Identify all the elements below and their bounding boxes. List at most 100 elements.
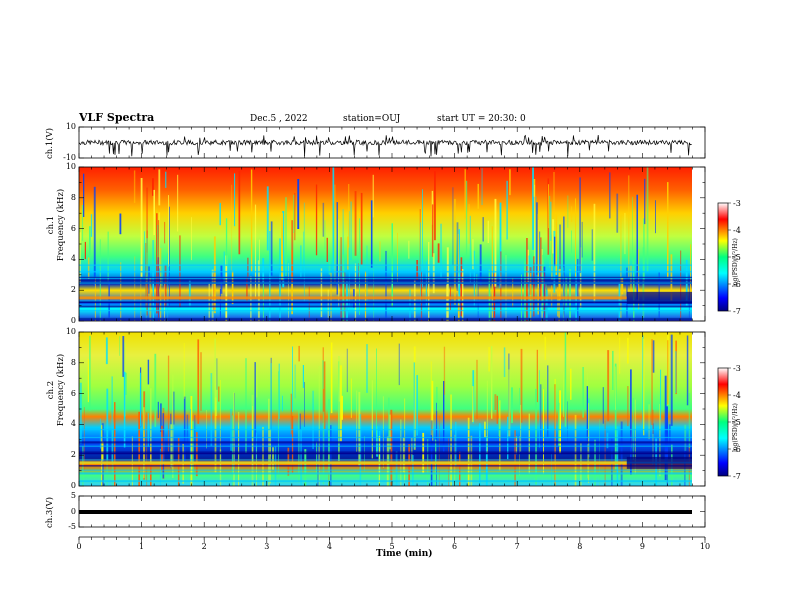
spectrogram-streak xyxy=(231,184,233,271)
spectrogram-streak xyxy=(89,335,91,411)
spectrogram-streak xyxy=(652,434,654,465)
spectrogram-streak xyxy=(410,438,413,462)
spectrogram-streak xyxy=(402,437,405,473)
spectrogram-streak xyxy=(164,221,166,244)
colorbar-tick-label: -5 xyxy=(733,418,741,427)
spectrogram-streak xyxy=(494,394,497,410)
spectrogram-streak xyxy=(140,258,142,321)
spectrogram-streak xyxy=(565,277,568,307)
spectrogram-streak xyxy=(262,258,265,284)
spectrogram-streak xyxy=(619,337,621,374)
spectrogram-streak xyxy=(257,260,259,321)
spectrogram-streak xyxy=(234,173,236,227)
y-tick-label: 0 xyxy=(70,481,76,490)
spectrogram-streak xyxy=(194,415,196,438)
spectrogram-streak xyxy=(338,219,340,308)
spectrogram-streak xyxy=(526,238,528,321)
colorbar-2 xyxy=(717,367,729,477)
spectrogram-streak xyxy=(270,221,273,276)
spectrogram-streak xyxy=(532,167,534,250)
spectrogram-streak xyxy=(520,404,522,452)
spectrogram-streak xyxy=(183,343,185,399)
spectrogram-streak xyxy=(455,421,457,467)
spectrogram-streak xyxy=(416,375,418,436)
y-tick-label: -10 xyxy=(63,153,76,162)
spectrogram-streak xyxy=(609,172,611,219)
spectrogram-streak xyxy=(379,241,381,262)
spectrogram-streak xyxy=(168,195,169,267)
spectrogram-streak xyxy=(300,245,302,279)
spectrogram-streak xyxy=(482,217,484,242)
spectrogram-streak xyxy=(99,239,101,321)
x-tick-label: 4 xyxy=(326,542,332,551)
spectrogram-streak xyxy=(477,183,479,209)
spectrogram-streak xyxy=(644,178,646,225)
spectrogram-streak xyxy=(472,239,474,270)
spectrogram-streak xyxy=(472,386,474,423)
spectrogram-streak xyxy=(291,416,294,473)
spectrogram-streak xyxy=(416,260,419,281)
spectrogram-streak xyxy=(270,440,271,457)
spectrogram-streak xyxy=(231,415,233,486)
spectrogram-streak xyxy=(575,265,578,321)
spectrogram-streak xyxy=(107,231,109,282)
colorbar-tick-label: -4 xyxy=(733,391,741,400)
spectrogram-streak xyxy=(304,449,307,486)
spectrogram-streak xyxy=(327,289,329,321)
spectrogram-streak xyxy=(152,178,154,196)
spectrogram-streak xyxy=(528,413,530,474)
spectrogram-streak xyxy=(541,249,543,321)
spectrogram-streak xyxy=(246,278,248,303)
spectrogram-streak xyxy=(468,428,470,486)
spectrogram-streak xyxy=(269,429,271,484)
spectrogram-streak xyxy=(225,218,228,267)
spectrogram-streak xyxy=(270,363,272,430)
spectrogram-streak xyxy=(511,387,513,423)
spectrogram-streak xyxy=(101,441,104,461)
spectrogram-streak xyxy=(308,286,310,321)
spectrogram-streak xyxy=(534,184,536,263)
spectrogram-streak xyxy=(446,247,449,321)
spectrogram-streak xyxy=(146,412,148,486)
ch1-spectrogram-streaks xyxy=(79,167,692,321)
y-tick-label: 10 xyxy=(65,327,76,336)
y-tick-label: 8 xyxy=(70,357,76,367)
spectrogram-streak xyxy=(157,224,159,261)
spectrogram-streak xyxy=(111,430,114,486)
spectrogram-streak xyxy=(231,270,234,305)
spectrogram-streak xyxy=(627,337,629,364)
spectrogram-streak xyxy=(570,368,572,400)
spectrogram-streak xyxy=(413,279,416,321)
y-tick-label: 10 xyxy=(65,122,76,131)
spectrogram-streak xyxy=(436,386,438,409)
spectrogram-streak xyxy=(288,263,289,321)
spectrogram-streak xyxy=(616,193,619,233)
spectrogram-band xyxy=(79,276,692,278)
spectrogram-streak xyxy=(164,264,167,307)
spectrogram-streak xyxy=(252,406,254,466)
spectrogram-streak xyxy=(425,261,427,310)
colorbar-tick-label: -7 xyxy=(733,472,741,481)
spectrogram-streak xyxy=(593,203,596,303)
spectrogram-band xyxy=(79,465,692,467)
spectrogram-streak xyxy=(347,236,349,270)
spectrogram-streak xyxy=(282,395,283,412)
spectrogram-streak xyxy=(223,251,225,283)
spectrogram-streak xyxy=(515,436,518,455)
spectrogram-streak xyxy=(450,394,452,486)
spectrogram-streak xyxy=(154,353,157,427)
spectrogram-streak xyxy=(323,361,326,429)
spectrogram-streak xyxy=(612,350,614,390)
spectrogram-streak xyxy=(575,198,576,277)
spectrogram-streak xyxy=(574,414,577,486)
spectrogram-streak xyxy=(167,355,170,452)
spectrogram-streak xyxy=(581,221,583,258)
spectrogram-streak xyxy=(167,253,169,321)
spectrogram-streak xyxy=(456,222,459,291)
spectrogram-streak xyxy=(160,248,162,321)
spectrogram-band xyxy=(79,300,692,302)
spectrogram-streak xyxy=(255,432,257,459)
spectrogram-streak xyxy=(134,256,136,321)
y-tick-label: 6 xyxy=(70,223,76,233)
spectrogram-streak xyxy=(562,267,564,321)
